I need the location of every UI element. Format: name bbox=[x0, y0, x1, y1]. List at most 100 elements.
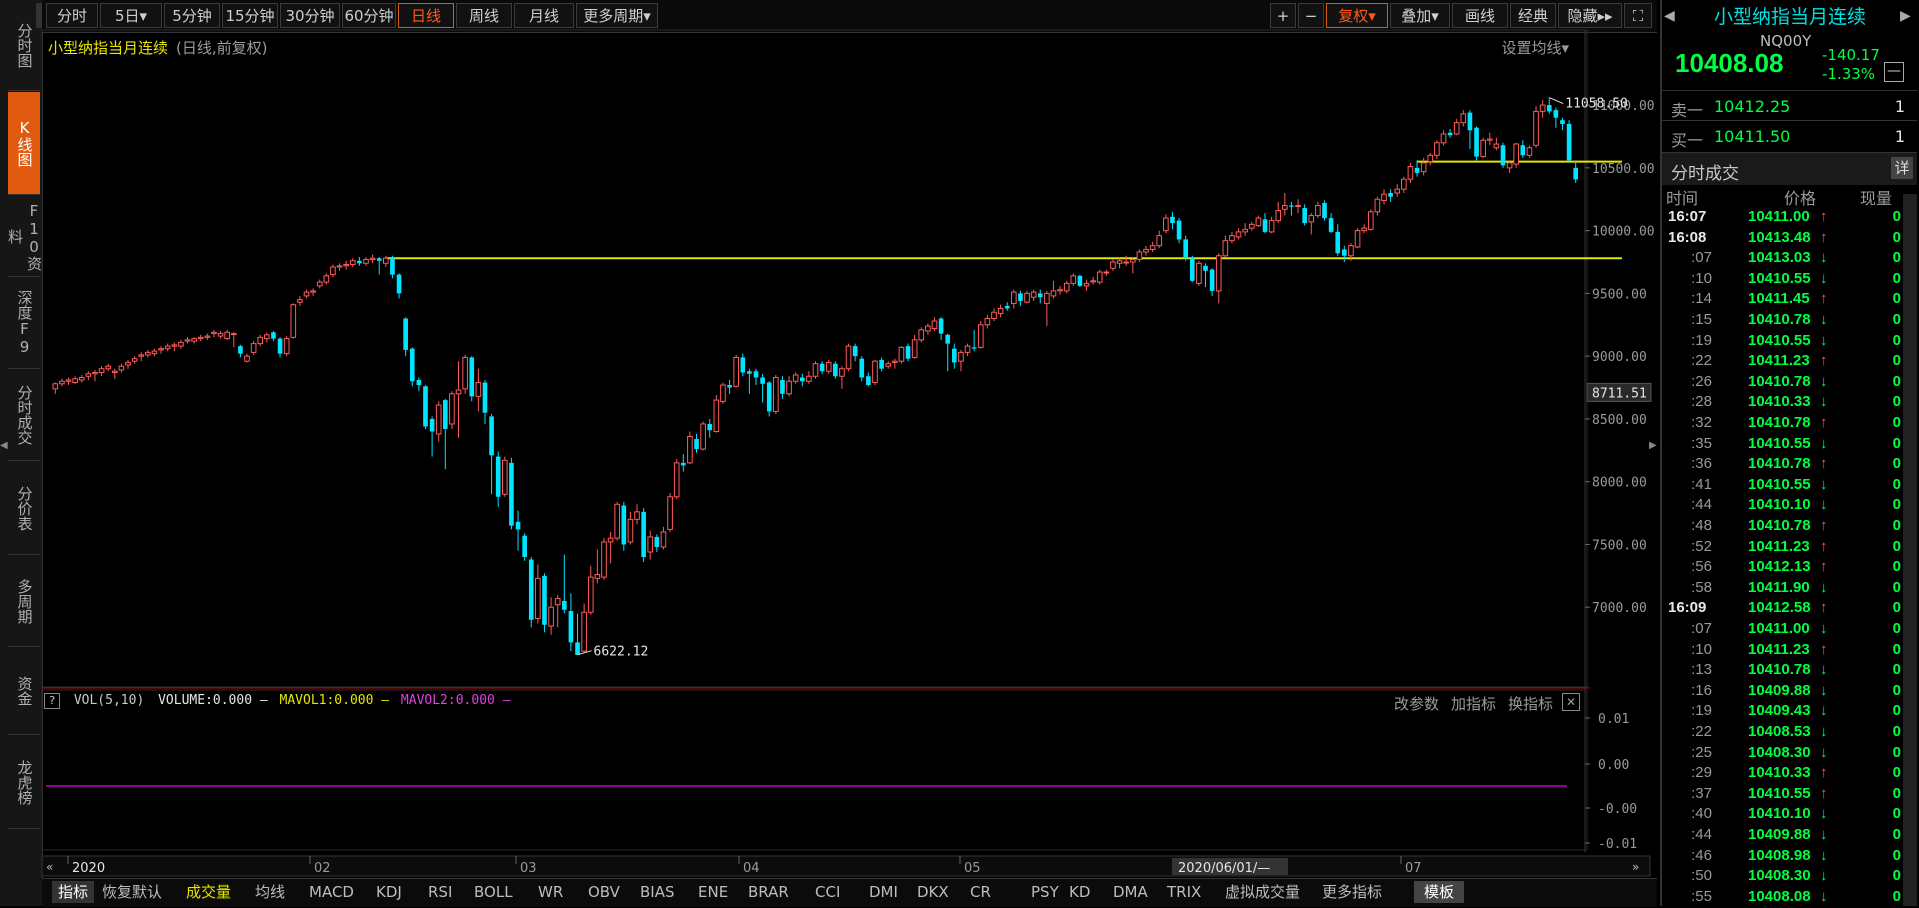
ticks-scrollbar[interactable] bbox=[1903, 194, 1917, 906]
draw-line-button[interactable]: 画线 bbox=[1452, 3, 1508, 28]
overlay-dropdown[interactable]: 叠加▾ bbox=[1390, 3, 1450, 28]
collapse-left-icon[interactable]: ◀ bbox=[0, 440, 8, 451]
expand-right-icon[interactable]: ▶ bbox=[1649, 440, 1657, 451]
change-params-button[interactable]: 改参数 bbox=[1394, 695, 1440, 713]
indicator-tab-8[interactable]: WR bbox=[538, 883, 564, 901]
zoom-out-button[interactable]: − bbox=[1298, 3, 1324, 28]
tick-time: :22 bbox=[1691, 723, 1712, 740]
candle-body bbox=[1420, 162, 1427, 173]
left-tab-8[interactable]: 龙虎榜 bbox=[8, 736, 40, 829]
tick-time: :32 bbox=[1691, 414, 1712, 431]
period-tab-7[interactable]: 周线 bbox=[456, 3, 512, 28]
candle-body bbox=[614, 503, 621, 539]
period-tab-3[interactable]: 15分钟 bbox=[222, 3, 278, 28]
indicator-tab-4[interactable]: MACD bbox=[309, 883, 354, 901]
candle-body bbox=[118, 365, 125, 371]
left-tab-6[interactable]: 多周期 bbox=[8, 556, 40, 647]
left-tab-5[interactable]: 分价表 bbox=[8, 462, 40, 555]
left-tab-7[interactable]: 资金 bbox=[8, 648, 40, 735]
classic-button[interactable]: 经典 bbox=[1510, 3, 1556, 28]
candle-body bbox=[1063, 282, 1070, 292]
indicator-tab-18[interactable]: KD bbox=[1069, 883, 1091, 901]
indicator-tab-14[interactable]: DMI bbox=[869, 883, 898, 901]
tick-time: :19 bbox=[1691, 331, 1712, 349]
indicator-tab-23[interactable]: 模板 bbox=[1414, 881, 1465, 903]
help-icon[interactable]: ? bbox=[44, 693, 60, 709]
indicator-tab-19[interactable]: DMA bbox=[1113, 883, 1148, 901]
tick-direction-icon: ↓ bbox=[1820, 249, 1828, 267]
next-symbol-icon[interactable]: ▶ bbox=[1900, 8, 1911, 24]
candle-body bbox=[1374, 198, 1381, 213]
tick-row: :44 10410.10 ↓ 0 bbox=[1662, 496, 1917, 516]
scroll-left-icon[interactable] bbox=[36, 3, 42, 28]
indicator-tab-3[interactable]: 均线 bbox=[255, 883, 286, 901]
period-tab-9[interactable]: 更多周期▾ bbox=[576, 3, 658, 28]
cursor-price-box bbox=[1586, 382, 1652, 402]
tick-qty: 0 bbox=[1892, 805, 1901, 823]
left-tab-1[interactable]: K线图 bbox=[8, 92, 40, 195]
hide-panel-button[interactable]: 隐藏▸▸ bbox=[1558, 3, 1622, 28]
period-tab-4[interactable]: 30分钟 bbox=[280, 3, 340, 28]
left-tab-0[interactable]: 分时图 bbox=[8, 0, 40, 91]
fullscreen-icon[interactable]: ⛶ bbox=[1624, 3, 1652, 28]
candle-body bbox=[238, 346, 243, 354]
indicator-tab-21[interactable]: 虚拟成交量 bbox=[1225, 883, 1301, 901]
indicator-tab-5[interactable]: KDJ bbox=[376, 883, 402, 901]
tick-row: :10 10410.55 ↓ 0 bbox=[1662, 270, 1917, 290]
switch-indicator-button[interactable]: 换指标 bbox=[1508, 695, 1554, 713]
indicator-tab-6[interactable]: RSI bbox=[428, 883, 453, 901]
tick-qty: 0 bbox=[1892, 661, 1901, 679]
candle-body bbox=[1176, 220, 1182, 240]
left-tab-3[interactable]: 深度F9 bbox=[8, 278, 40, 369]
close-panel-icon[interactable]: ✕ bbox=[1562, 693, 1580, 711]
price-axis-label: 11000.00 bbox=[1592, 99, 1655, 114]
left-tab-4[interactable]: 分时成交 bbox=[8, 370, 40, 461]
candle-body bbox=[1427, 154, 1434, 163]
time-axis-label: 2020 bbox=[72, 861, 105, 876]
tick-qty: 0 bbox=[1892, 228, 1901, 246]
tick-time: :25 bbox=[1691, 743, 1712, 761]
kline-chart[interactable]: 11000.00 10500.00 10000.00 9500.00 9000.00 85… bbox=[0, 0, 1660, 906]
left-tab-2[interactable]: F10资料 bbox=[6, 196, 43, 277]
price-axis-label: 7500.00 bbox=[1592, 538, 1647, 553]
indicator-tab-20[interactable]: TRIX bbox=[1167, 883, 1202, 901]
tick-price: 10408.98 bbox=[1748, 846, 1811, 864]
candle-body bbox=[760, 377, 765, 384]
indicator-tab-12[interactable]: BRAR bbox=[748, 883, 789, 901]
period-tab-5[interactable]: 60分钟 bbox=[342, 3, 396, 28]
indicator-tab-17[interactable]: PSY bbox=[1031, 883, 1059, 901]
tick-direction-icon: ↓ bbox=[1820, 578, 1828, 596]
zoom-in-button[interactable]: + bbox=[1270, 3, 1296, 28]
tick-price: 10408.30 bbox=[1748, 743, 1811, 761]
period-tab-8[interactable]: 月线 bbox=[514, 3, 574, 28]
indicator-tab-9[interactable]: OBV bbox=[588, 883, 620, 901]
tick-qty: 0 bbox=[1892, 558, 1901, 576]
candle-body bbox=[1361, 227, 1367, 232]
indicator-tab-0[interactable]: 指标 bbox=[52, 881, 95, 903]
indicator-tab-7[interactable]: BOLL bbox=[474, 883, 513, 901]
indicator-tab-1[interactable]: 恢复默认 bbox=[102, 883, 163, 901]
indicator-tab-11[interactable]: ENE bbox=[698, 883, 729, 901]
period-tab-2[interactable]: 5分钟 bbox=[164, 3, 220, 28]
tick-qty: 0 bbox=[1892, 578, 1901, 596]
fuquan-dropdown[interactable]: 复权▾ bbox=[1326, 3, 1388, 28]
candle-body bbox=[1302, 208, 1307, 224]
candle-body bbox=[455, 389, 462, 395]
set-ma-button[interactable]: 设置均线▾ bbox=[1501, 39, 1569, 57]
candle-body bbox=[416, 380, 422, 386]
indicator-tab-2[interactable]: 成交量 bbox=[186, 883, 232, 901]
candle-body bbox=[1096, 271, 1103, 283]
indicator-tab-22[interactable]: 更多指标 bbox=[1322, 883, 1383, 901]
prev-symbol-icon[interactable]: ◀ bbox=[1664, 8, 1675, 24]
period-tab-6[interactable]: 日线 bbox=[398, 3, 454, 28]
indicator-tab-13[interactable]: CCI bbox=[815, 883, 841, 901]
tick-qty: 0 bbox=[1892, 372, 1901, 390]
ticks-detail-button[interactable]: 详 bbox=[1891, 157, 1913, 179]
period-tab-0[interactable]: 分时 bbox=[46, 3, 98, 28]
add-indicator-button[interactable]: 加指标 bbox=[1451, 695, 1497, 713]
indicator-tab-16[interactable]: CR bbox=[970, 883, 991, 901]
period-tab-1[interactable]: 5日▾ bbox=[100, 3, 162, 28]
indicator-tab-15[interactable]: DKX bbox=[917, 883, 949, 901]
minimize-icon[interactable]: — bbox=[1884, 62, 1904, 82]
indicator-tab-10[interactable]: BIAS bbox=[640, 883, 675, 901]
